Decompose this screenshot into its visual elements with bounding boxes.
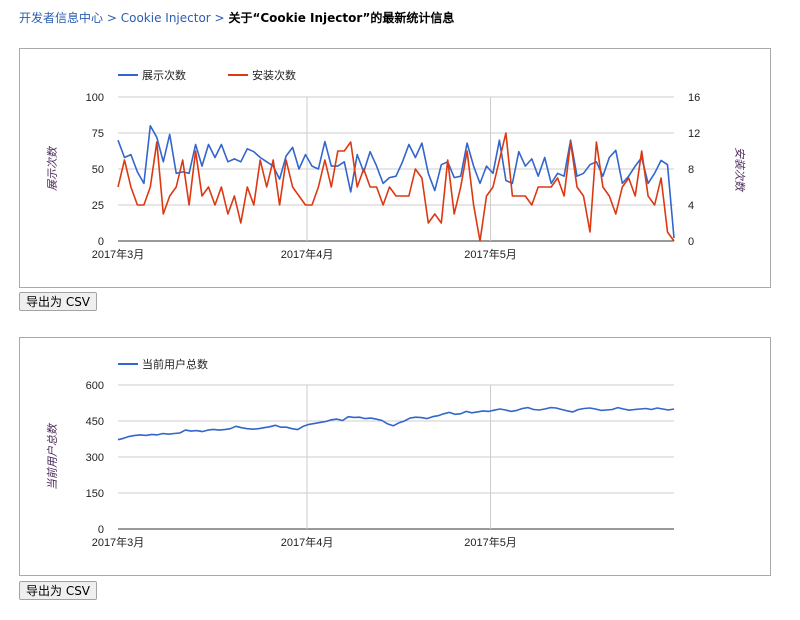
breadcrumb-link-extension[interactable]: Cookie Injector <box>120 11 211 25</box>
breadcrumb-separator: > <box>106 11 117 25</box>
breadcrumb-link-dev-console[interactable]: 开发者信息中心 <box>19 11 104 25</box>
y-tick-label-right: 8 <box>688 164 694 176</box>
x-tick-label: 2017年4月 <box>281 247 334 261</box>
y-axis-title-left: 展示次数 <box>46 145 59 191</box>
series-line-0 <box>117 406 675 441</box>
breadcrumb-separator: > <box>214 11 225 25</box>
y-tick-label-right: 4 <box>688 200 694 212</box>
y-tick-label-left: 0 <box>98 524 104 536</box>
x-tick-label: 2017年5月 <box>464 247 517 261</box>
y-tick-label-left: 450 <box>86 416 104 428</box>
y-tick-label-left: 25 <box>92 200 104 212</box>
total-users-chart: 0 150 300 450 600 2017年3月 2017年4月 2017年5月 当前用户总数… <box>19 337 771 576</box>
series-line-1 <box>117 132 675 242</box>
legend-label: 展示次数 <box>142 68 186 82</box>
x-tick-label: 2017年3月 <box>92 535 145 549</box>
export-csv-button[interactable]: 导出为 CSV <box>19 292 98 311</box>
y-tick-label-left: 0 <box>98 236 104 248</box>
y-tick-label-left: 300 <box>86 452 104 464</box>
page-title: 关于“Cookie Injector”的最新统计信息 <box>228 11 455 25</box>
y-axis-title-right: 安装次数 <box>733 147 746 193</box>
impressions-installs-chart-svg: 0 25 50 75 100 0 4 8 12 16 2017年3月 2017年4月 2017年5月 展示… <box>46 68 746 261</box>
x-tick-label: 2017年5月 <box>464 535 517 549</box>
x-tick-label: 2017年3月 <box>92 247 145 261</box>
y-tick-label-right: 16 <box>688 92 700 104</box>
breadcrumb: 开发者信息中心 > Cookie Injector > 关于“Cookie In… <box>19 9 454 26</box>
impressions-installs-chart: 0 25 50 75 100 0 4 8 12 16 2017年3月 2017年4月 2017年5月 展示… <box>19 48 771 288</box>
legend-label: 当前用户总数 <box>142 357 208 371</box>
y-tick-label-left: 50 <box>92 164 104 176</box>
y-tick-label-left: 75 <box>92 128 104 140</box>
y-tick-label-right: 0 <box>688 236 694 248</box>
y-axis-title-left: 当前用户总数 <box>46 422 59 490</box>
legend-label: 安装次数 <box>252 68 296 82</box>
y-tick-label-right: 12 <box>688 128 700 140</box>
y-tick-label-left: 100 <box>86 92 104 104</box>
export-csv-button[interactable]: 导出为 CSV <box>19 581 98 600</box>
total-users-chart-svg: 0 150 300 450 600 2017年3月 2017年4月 2017年5月 当前用户总数… <box>46 357 675 549</box>
series-line-0 <box>117 125 675 239</box>
y-tick-label-left: 150 <box>86 488 104 500</box>
y-tick-label-left: 600 <box>86 380 104 392</box>
x-tick-label: 2017年4月 <box>281 535 334 549</box>
